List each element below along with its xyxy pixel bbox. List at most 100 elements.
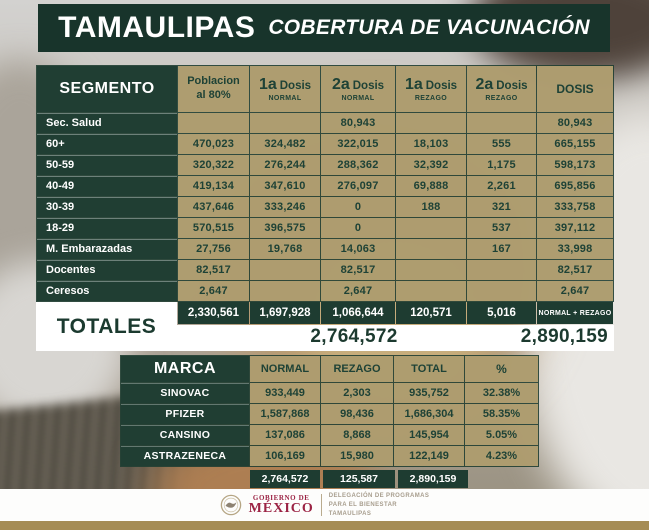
segment-cell: 396,575	[250, 218, 320, 238]
segment-cell: 167	[467, 239, 536, 259]
totals-green-row: 2,330,561 1,697,928 1,066,644 120,571 5,…	[177, 302, 614, 324]
delegacion-line3: TAMAULIPAS	[328, 510, 372, 517]
delegacion-line2: PARA EL BIENESTAR	[328, 501, 398, 508]
segment-cell: 537	[467, 218, 536, 238]
dose-word: Dosis	[279, 80, 312, 92]
dose-subtag: REZAGO	[485, 95, 518, 102]
column-header-dosis: DOSIS	[537, 66, 613, 112]
segment-cell: 2,647	[321, 281, 395, 301]
brand-total-cell: 2,764,572	[250, 470, 320, 488]
segment-cell: 333,758	[537, 197, 613, 217]
segment-cell	[396, 239, 466, 259]
dose-subtag: REZAGO	[414, 95, 448, 102]
segment-cell: 0	[321, 197, 395, 217]
segment-totals-band: TOTALES 2,330,561 1,697,928 1,066,644 12…	[36, 302, 614, 351]
segment-cell: 14,063	[321, 239, 395, 259]
brand-total-cell: 125,587	[323, 470, 395, 488]
brand-cell: 1,686,304	[394, 404, 464, 424]
segment-cell: 82,517	[178, 260, 249, 280]
segment-cell: 598,173	[537, 155, 613, 175]
column-header-2a-dosis-normal: 2a Dosis NORMAL	[321, 66, 395, 112]
totals-cell: 1,066,644	[321, 302, 395, 324]
segment-row-label: 50-59	[37, 155, 177, 175]
footer-gold-bar	[0, 521, 649, 530]
dose-word: Dosis	[425, 80, 458, 92]
segment-cell: 33,998	[537, 239, 613, 259]
normal-grand-total: 2,764,572	[310, 326, 398, 347]
brand-column-header: TOTAL	[394, 356, 464, 382]
segment-cell: 82,517	[321, 260, 395, 280]
overall-grand-total: 2,890,159	[520, 326, 608, 347]
dose-subtag: NORMAL	[268, 95, 302, 102]
brand-cell: 145,954	[394, 425, 464, 445]
totals-cell: 1,697,928	[250, 302, 320, 324]
segment-cell: 695,856	[537, 176, 613, 196]
segment-row-label: 40-49	[37, 176, 177, 196]
brand-cell: 106,169	[250, 446, 320, 466]
dose-ordinal: 2a	[475, 76, 494, 93]
segment-cell: 188	[396, 197, 466, 217]
segment-cell: 288,362	[321, 155, 395, 175]
segment-row-label: 18-29	[37, 218, 177, 238]
brand-cell: 4.23%	[465, 446, 538, 466]
brand-total-cell: 2,890,159	[398, 470, 468, 488]
segment-cell	[467, 281, 536, 301]
delegacion-text: DELEGACIÓN DE PROGRAMAS PARA EL BIENESTA…	[329, 492, 430, 519]
segment-cell	[467, 260, 536, 280]
brand-row-label: CANSINO	[121, 425, 249, 445]
totals-cell: 120,571	[396, 302, 466, 324]
brand-cell: 122,149	[394, 446, 464, 466]
footer-divider	[320, 494, 322, 516]
totals-cell: 5,016	[467, 302, 536, 324]
segment-cell: 1,175	[467, 155, 536, 175]
segment-cell: 333,246	[250, 197, 320, 217]
segment-row-label: Sec. Salud	[37, 113, 177, 133]
segment-cell: 419,134	[178, 176, 249, 196]
segment-cell: 322,015	[321, 134, 395, 154]
totales-label: TOTALES	[56, 314, 157, 338]
segment-cell: 80,943	[537, 113, 613, 133]
segment-cell: 570,515	[178, 218, 249, 238]
segment-cell: 80,943	[321, 113, 395, 133]
segment-cell: 665,155	[537, 134, 613, 154]
segment-cell: 0	[321, 218, 395, 238]
poblacion-line2: al 80%	[196, 89, 231, 101]
brand-row-label: PFIZER	[121, 404, 249, 424]
segment-cell: 276,244	[250, 155, 320, 175]
totals-right: 2,330,561 1,697,928 1,066,644 120,571 5,…	[177, 302, 614, 351]
totals-normal-rezago-tag: NORMAL + REZAGO	[537, 302, 613, 324]
dose-ordinal: 1a	[258, 76, 277, 93]
segment-cell: 347,610	[250, 176, 320, 196]
brand-cell: 2,303	[321, 383, 393, 403]
segment-cell	[250, 281, 320, 301]
brand-cell: 32.38%	[465, 383, 538, 403]
brand-cell: 933,449	[250, 383, 320, 403]
column-header-2a-dosis-rezago: 2a Dosis REZAGO	[467, 66, 536, 112]
segment-cell: 276,097	[321, 176, 395, 196]
dose-word: Dosis	[352, 80, 385, 92]
segment-cell: 397,112	[537, 218, 613, 238]
segment-cell: 19,768	[250, 239, 320, 259]
segment-cell: 437,646	[178, 197, 249, 217]
segment-cell	[250, 260, 320, 280]
gobierno-de-mexico-eagle-icon	[220, 494, 241, 516]
brand-table: MARCA NORMAL REZAGO TOTAL % SINOVAC 933,…	[120, 355, 539, 488]
segment-cell: 27,756	[178, 239, 249, 259]
segment-column-header: SEGMENTO	[37, 66, 177, 112]
brand-column-header: %	[465, 356, 538, 382]
gobierno-wordmark: GOBIERNO DE MÉXICO	[249, 493, 314, 516]
brand-cell: 8,868	[321, 425, 393, 445]
segment-cell: 321	[467, 197, 536, 217]
brand-column-header: REZAGO	[321, 356, 393, 382]
column-header-1a-dosis-normal: 1a Dosis NORMAL	[250, 66, 320, 112]
gobierno-line1: GOBIERNO DE	[252, 493, 310, 502]
segment-cell	[178, 113, 249, 133]
footer-band: GOBIERNO DE MÉXICO DELEGACIÓN DE PROGRAM…	[0, 489, 649, 521]
brand-cell: 137,086	[250, 425, 320, 445]
dose-ordinal: 1a	[404, 76, 423, 93]
segment-cell	[467, 113, 536, 133]
segment-cell: 82,517	[537, 260, 613, 280]
totales-box: TOTALES	[36, 302, 177, 351]
segment-row-label: Ceresos	[37, 281, 177, 301]
brand-cell: 98,436	[321, 404, 393, 424]
